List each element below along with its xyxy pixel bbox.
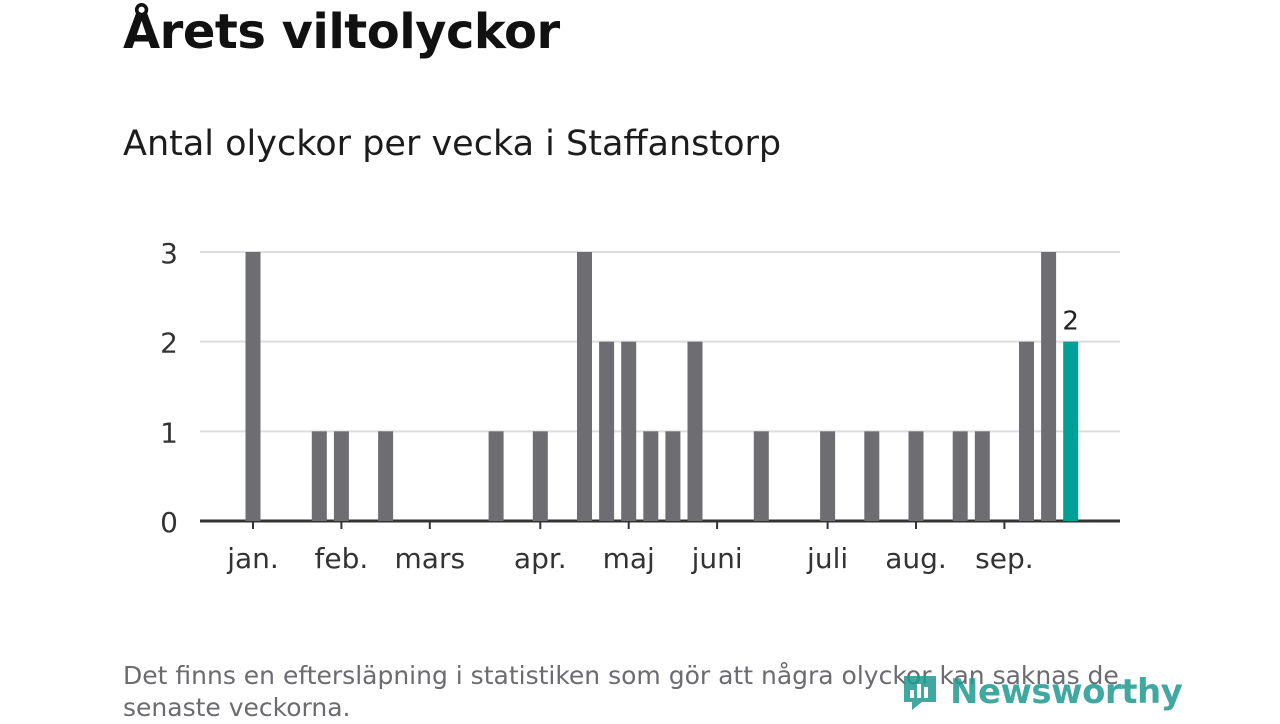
x-axis-ticks: jan. feb. mars apr. maj juni juli aug. sep. (226, 521, 1034, 575)
x-tick-label: mars (395, 542, 466, 575)
bar (687, 341, 703, 521)
bar (643, 431, 659, 521)
x-tick-label: maj (603, 542, 655, 575)
y-tick-label: 3 (160, 237, 178, 270)
logo-text: Newsworthy (950, 672, 1183, 712)
bar (599, 341, 615, 521)
bars (245, 252, 1079, 521)
bar (820, 431, 836, 521)
bar (974, 431, 990, 521)
footnote: Det finns en eftersläpning i statistiken… (123, 661, 1119, 722)
data-label-last: 2 (1062, 307, 1079, 337)
bar (333, 431, 349, 521)
newsworthy-logo-icon (904, 676, 936, 710)
x-tick-label: juni (691, 542, 743, 575)
bar (532, 431, 548, 521)
x-tick-label: jan. (226, 542, 279, 575)
bar (488, 431, 504, 521)
bar (908, 431, 924, 521)
y-tick-label: 2 (160, 327, 178, 360)
x-tick-label: sep. (975, 542, 1034, 575)
bar (378, 431, 394, 521)
bar (1041, 252, 1057, 521)
bar-chart: 0 1 2 3 jan. feb. mars apr. maj juni juli aug. sep.… (160, 237, 1120, 575)
x-tick-label: juli (806, 542, 848, 575)
bar (1019, 341, 1034, 521)
y-axis-ticks: 0 1 2 3 (160, 237, 178, 539)
chart-subtitle: Antal olyckor per vecka i Staffanstorp (123, 124, 782, 164)
bar (577, 252, 592, 521)
bar (311, 431, 327, 521)
y-tick-label: 0 (160, 506, 178, 539)
newsworthy-logo: Newsworthy (900, 672, 1183, 712)
x-tick-label: feb. (315, 542, 369, 575)
bar (245, 252, 261, 521)
bar (621, 341, 637, 521)
bar (665, 431, 681, 521)
x-tick-label: aug. (885, 542, 947, 575)
bar (753, 431, 769, 521)
bar (864, 431, 880, 521)
x-tick-label: apr. (514, 542, 567, 575)
y-tick-label: 1 (160, 416, 178, 449)
chart-title: Årets viltolyckor (123, 4, 560, 60)
data-labels: 2 (1062, 307, 1079, 337)
bar (952, 431, 968, 521)
bar-highlight (1063, 341, 1079, 521)
